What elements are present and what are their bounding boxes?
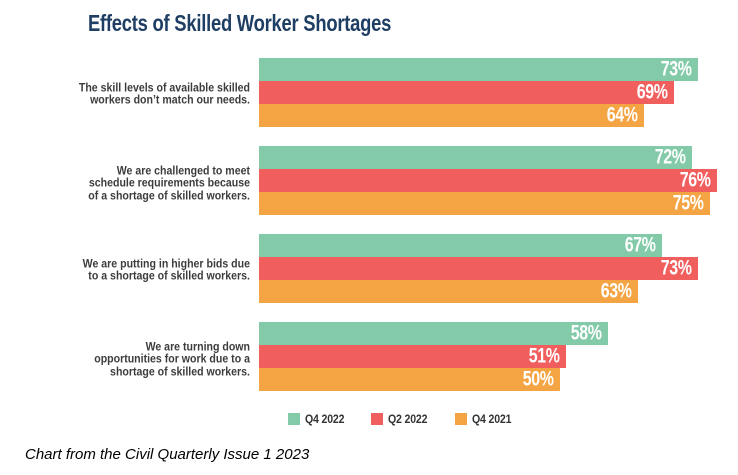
legend-label: Q4 2021 xyxy=(471,412,512,426)
bar-group: We are putting in higher bids due to a s… xyxy=(0,233,738,303)
category-label: We are challenged to meet schedule requi… xyxy=(88,164,250,202)
bar-value-label: 58% xyxy=(571,321,602,345)
category-label: We are turning down opportunities for wo… xyxy=(94,340,250,378)
plot-area: The skill levels of available skilled wo… xyxy=(0,57,738,391)
bar-q4-2022: 72% xyxy=(259,145,692,169)
bar-q4-2022: 73% xyxy=(259,57,698,81)
bar-value-label: 73% xyxy=(661,256,692,280)
bar-value-label: 72% xyxy=(655,145,686,169)
bar-group: We are turning down opportunities for wo… xyxy=(0,321,738,391)
bar-value-label: 64% xyxy=(607,103,638,127)
source-caption: Chart from the Civil Quarterly Issue 1 2… xyxy=(25,446,310,463)
bar-value-label: 51% xyxy=(529,344,560,368)
bar-value-label: 76% xyxy=(680,168,711,192)
bar-q4-2022: 58% xyxy=(259,321,608,345)
legend-label: Q4 2022 xyxy=(304,412,344,426)
category-label: We are putting in higher bids due to a s… xyxy=(82,258,250,283)
legend-item-q2-2022: Q2 2022 xyxy=(371,412,433,426)
legend-swatch-icon xyxy=(287,413,300,425)
legend-item-q4-2022: Q4 2022 xyxy=(287,412,350,426)
bar-value-label: 50% xyxy=(523,367,554,391)
bar-q4-2021: 75% xyxy=(259,191,710,215)
legend-swatch-icon xyxy=(371,413,384,425)
bar-q4-2022: 67% xyxy=(259,233,662,257)
bar-q4-2021: 63% xyxy=(259,279,638,303)
bar-value-label: 73% xyxy=(661,57,692,81)
bar-value-label: 75% xyxy=(673,191,704,215)
bar-q2-2022: 69% xyxy=(259,80,674,104)
legend: Q4 2022 Q2 2022 Q4 2021 xyxy=(33,412,738,426)
bar-q2-2022: 73% xyxy=(259,256,698,280)
legend-label: Q2 2022 xyxy=(388,412,428,426)
bar-value-label: 67% xyxy=(625,233,656,257)
legend-item-q4-2021: Q4 2021 xyxy=(454,412,517,426)
bar-q2-2022: 51% xyxy=(259,344,566,368)
bar-group: We are challenged to meet schedule requi… xyxy=(0,145,738,215)
bar-q2-2022: 76% xyxy=(259,168,717,192)
bar-value-label: 69% xyxy=(637,80,668,104)
bar-q4-2021: 50% xyxy=(259,367,560,391)
category-label: The skill levels of available skilled wo… xyxy=(78,82,250,107)
chart-title: Effects of Skilled Worker Shortages xyxy=(88,10,392,36)
bar-q4-2021: 64% xyxy=(259,103,644,127)
legend-swatch-icon xyxy=(454,413,467,425)
bar-group: The skill levels of available skilled wo… xyxy=(0,57,738,127)
bar-value-label: 63% xyxy=(601,279,632,303)
